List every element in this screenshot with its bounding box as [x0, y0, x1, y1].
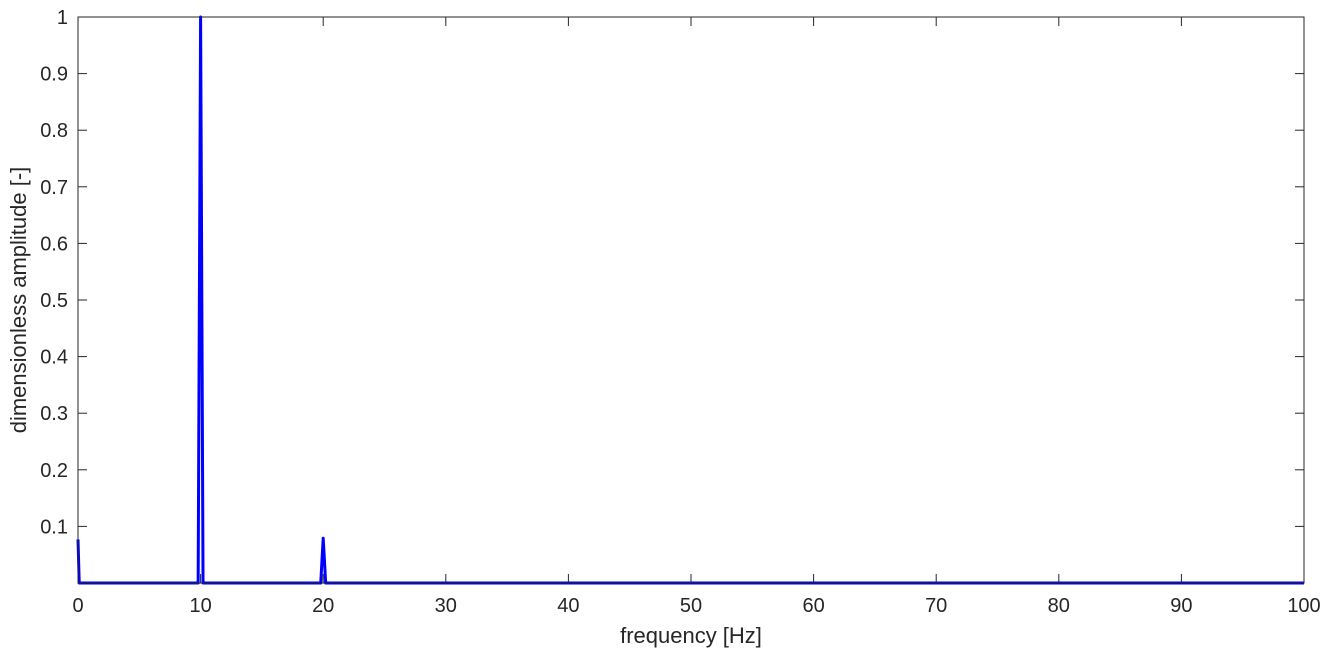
axes-box: [77, 16, 1305, 584]
y-tick-label: 0.6: [40, 233, 68, 255]
x-tick-label: 0: [72, 595, 83, 617]
plot-background: [78, 17, 1304, 583]
y-tick-label: 0.2: [40, 460, 68, 482]
y-axis-ticks: 0.1 0.2 0.3 0.4 0.5 0.6 0.7 0.8 0.9 1: [40, 7, 1304, 538]
y-tick-label: 0.3: [40, 403, 68, 425]
y-tick-label: 1: [57, 7, 68, 29]
y-tick-label: 0.7: [40, 177, 68, 199]
y-axis-label: dimensionless amplitude [-]: [6, 167, 31, 434]
x-tick-label: 60: [802, 595, 824, 617]
x-tick-label: 70: [925, 595, 947, 617]
x-tick-label: 30: [435, 595, 457, 617]
x-tick-label: 50: [680, 595, 702, 617]
y-tick-label: 0.4: [40, 347, 68, 369]
y-tick-label: 0.9: [40, 64, 68, 86]
x-axis-ticks: 0 10 20 30 40 50 60 70 80 90 100: [72, 17, 1321, 617]
y-tick-label: 0.1: [40, 516, 68, 538]
x-tick-label: 80: [1048, 595, 1070, 617]
y-tick-label: 0.8: [40, 120, 68, 142]
x-axis-label: frequency [Hz]: [620, 623, 762, 648]
x-tick-label: 90: [1170, 595, 1192, 617]
x-tick-label: 10: [189, 595, 211, 617]
x-tick-label: 40: [557, 595, 579, 617]
x-tick-label: 100: [1287, 595, 1320, 617]
x-tick-label: 20: [312, 595, 334, 617]
y-tick-label: 0.5: [40, 290, 68, 312]
